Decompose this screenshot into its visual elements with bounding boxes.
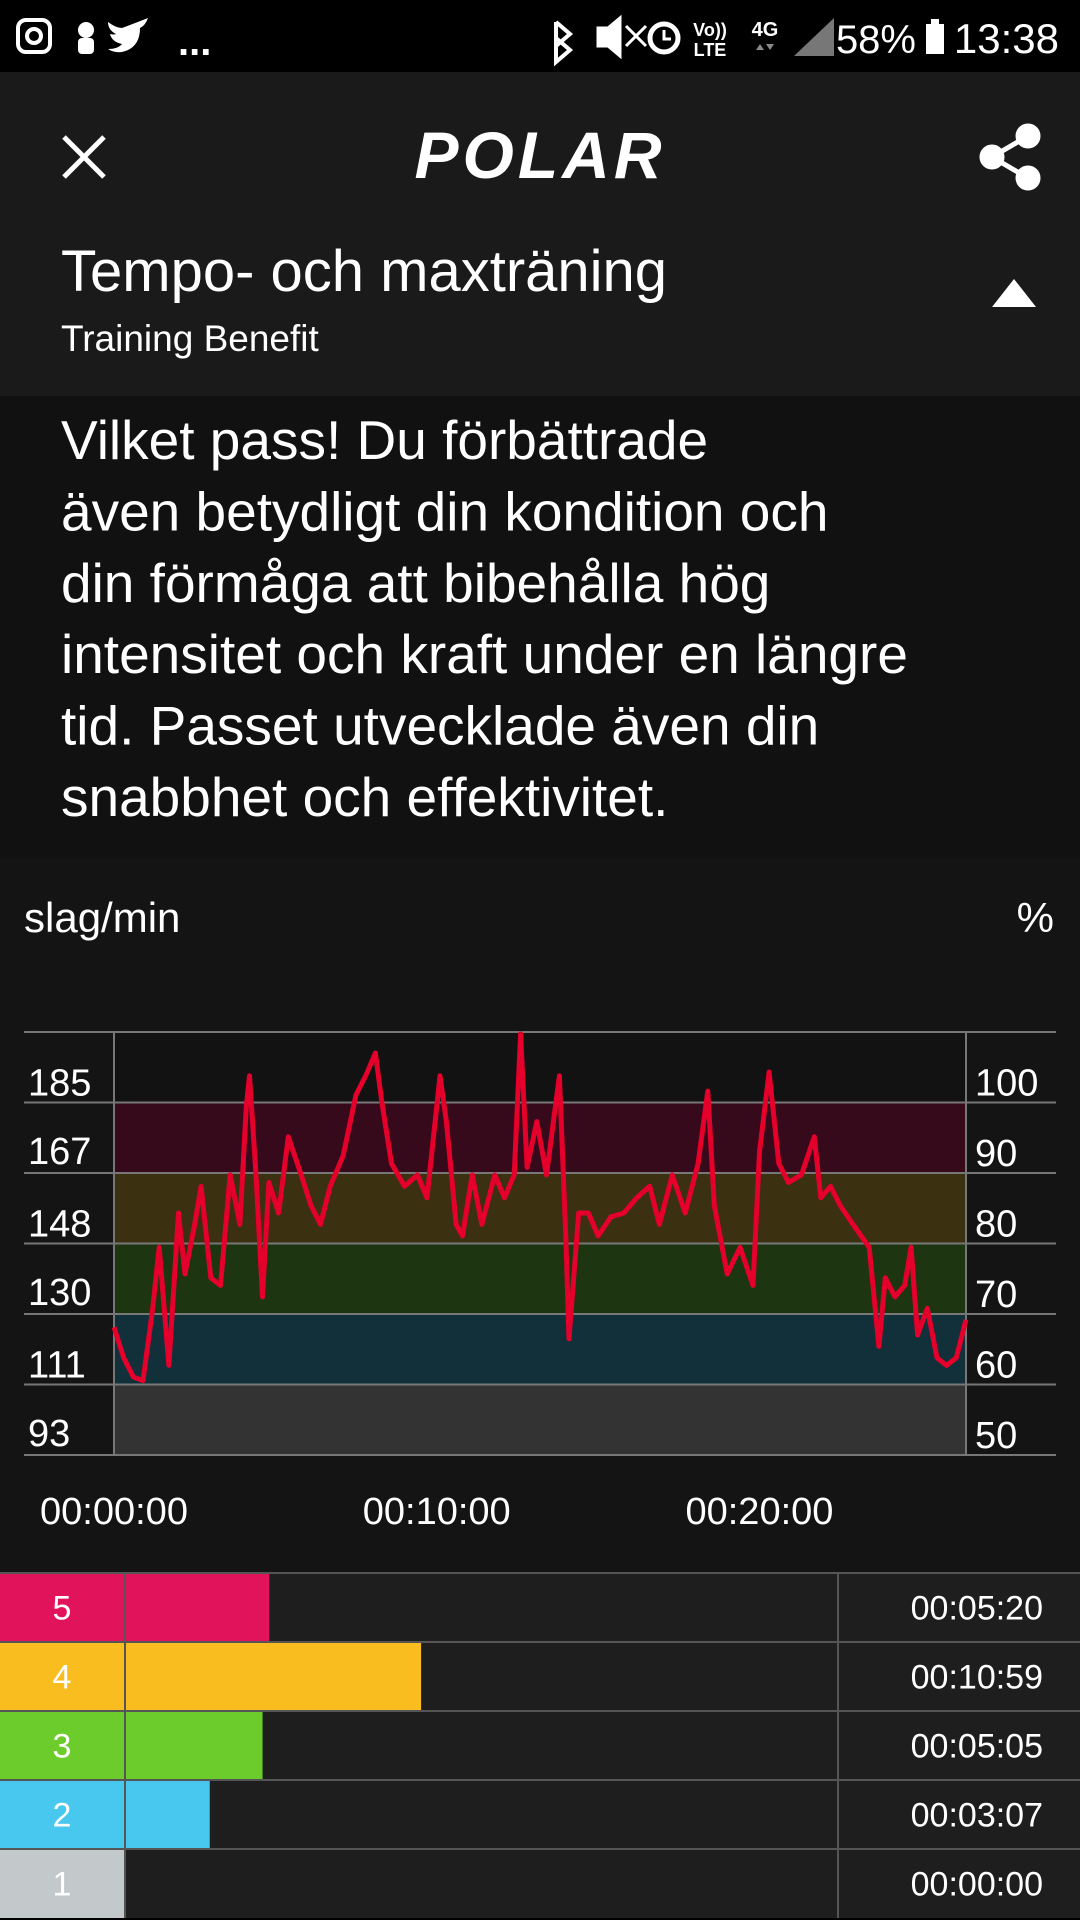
y-tick-label: 130	[28, 1272, 91, 1314]
zone-row	[0, 1849, 1080, 1918]
zone-time: 00:03:07	[911, 1797, 1043, 1835]
volte-bottom: LTE	[694, 40, 727, 60]
description-line: intensitet och kraft under en längre	[61, 623, 908, 685]
x-tick-label: 00:20:00	[685, 1491, 833, 1533]
zone-number: 5	[53, 1590, 72, 1628]
title: Tempo- och maxträning	[61, 239, 667, 304]
zone-label-cell	[0, 1642, 124, 1711]
signal-icon	[794, 18, 834, 56]
description-line: även betydligt din kondition och	[61, 480, 828, 542]
description-line: snabbhet och effektivitet.	[61, 766, 668, 828]
network-type: 4G	[752, 19, 779, 41]
volte-top: Vo))	[693, 20, 727, 40]
battery-icon	[926, 24, 944, 54]
zone-bar	[126, 1573, 270, 1642]
y-tick-label: 167	[28, 1131, 91, 1173]
twitter-icon	[108, 18, 148, 53]
y2-tick-label: 60	[975, 1345, 1017, 1387]
zone-number: 4	[53, 1659, 72, 1697]
zone-time: 00:10:59	[911, 1659, 1043, 1697]
y2-tick-label: 80	[975, 1204, 1017, 1246]
zone-bar	[126, 1780, 210, 1849]
clock: 13:38	[954, 15, 1059, 62]
zone-time: 00:00:00	[911, 1866, 1043, 1904]
status-bar	[0, 0, 1080, 72]
app-icon	[78, 22, 94, 38]
description-line: din förmåga att bibehålla hög	[61, 552, 770, 614]
app-icon-body	[78, 38, 94, 54]
zone-number: 1	[53, 1866, 72, 1904]
instagram-icon	[16, 18, 52, 54]
alarm-hands	[662, 30, 671, 41]
battery-level: 58%	[836, 18, 916, 62]
y-tick-label: 148	[28, 1204, 91, 1246]
share-lines	[987, 133, 1030, 181]
y-axis-label: slag/min	[24, 894, 180, 941]
zone-bar	[126, 1642, 422, 1711]
subtitle: Training Benefit	[61, 318, 319, 359]
share-button[interactable]	[979, 123, 1041, 191]
zone-band	[114, 1384, 966, 1455]
description-line: Vilket pass! Du förbättrade	[61, 409, 708, 471]
y-tick-label: 93	[28, 1413, 70, 1455]
y2-tick-label: 70	[975, 1274, 1017, 1316]
y-tick-label: 111	[28, 1345, 86, 1387]
zone-label-cell	[0, 1573, 124, 1642]
alarm-icon	[647, 21, 681, 55]
heart-rate-line	[111, 1031, 969, 1384]
battery-tip	[931, 19, 939, 24]
zone-number: 2	[53, 1797, 72, 1835]
description-panel	[0, 396, 1080, 858]
zone-label-cell	[0, 1780, 124, 1849]
zone-label-cell	[0, 1849, 124, 1918]
zone-label-cell	[0, 1711, 124, 1780]
mute-icon	[596, 14, 648, 60]
zone-number: 3	[53, 1728, 72, 1766]
y2-axis-label: %	[1017, 894, 1054, 941]
y2-tick-label: 50	[975, 1415, 1017, 1457]
y-tick-label: 185	[28, 1063, 91, 1105]
zone-band	[114, 1314, 966, 1385]
zone-time: 00:05:20	[911, 1590, 1043, 1628]
description-line: tid. Passet utvecklade även din	[61, 695, 819, 757]
y2-tick-label: 100	[975, 1063, 1038, 1105]
zone-bar	[126, 1711, 263, 1780]
bluetooth-icon	[554, 20, 574, 67]
x-tick-label: 00:10:00	[363, 1491, 511, 1533]
data-arrows	[756, 44, 774, 50]
collapse-button[interactable]	[992, 279, 1036, 307]
close-button[interactable]	[62, 135, 106, 179]
polar-logo: POLAR	[415, 118, 666, 192]
instagram-icon-lens	[25, 27, 43, 45]
zone-time: 00:05:05	[911, 1728, 1043, 1766]
header	[0, 72, 1080, 396]
y2-tick-label: 90	[975, 1133, 1017, 1175]
x-tick-label: 00:00:00	[40, 1491, 188, 1533]
status-more: ...	[178, 20, 211, 64]
zone-band	[114, 1032, 966, 1103]
zone-band	[114, 1243, 966, 1314]
